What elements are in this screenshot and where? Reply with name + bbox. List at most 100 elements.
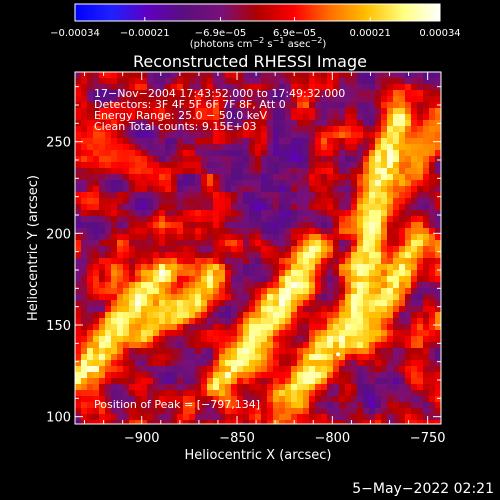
heatmap-cell bbox=[135, 168, 142, 175]
heatmap-cell bbox=[267, 204, 274, 211]
heatmap-cell bbox=[285, 138, 292, 145]
heatmap-cell bbox=[183, 150, 190, 157]
heatmap-cell bbox=[189, 294, 196, 301]
heatmap-cell bbox=[435, 174, 442, 181]
heatmap-cell bbox=[81, 402, 88, 409]
heatmap-cell bbox=[393, 396, 400, 403]
heatmap-cell bbox=[261, 234, 268, 241]
heatmap-cell bbox=[297, 114, 304, 121]
colorbar-tick-label: 0.00021 bbox=[350, 28, 391, 39]
heatmap-cell bbox=[183, 162, 190, 169]
heatmap-cell bbox=[105, 72, 112, 79]
heatmap-cell bbox=[249, 198, 256, 205]
heatmap-cell bbox=[165, 300, 172, 307]
heatmap-cell bbox=[177, 264, 184, 271]
heatmap-cell bbox=[165, 372, 172, 379]
heatmap-cell bbox=[189, 180, 196, 187]
heatmap-cell bbox=[345, 72, 352, 79]
heatmap-cell bbox=[129, 276, 136, 283]
heatmap-cell bbox=[363, 294, 370, 301]
heatmap-cell bbox=[327, 162, 334, 169]
heatmap-cell bbox=[237, 234, 244, 241]
heatmap-cell bbox=[153, 138, 160, 145]
heatmap-cell bbox=[165, 156, 172, 163]
heatmap-cell bbox=[207, 384, 214, 391]
heatmap-cell bbox=[279, 228, 286, 235]
heatmap-cell bbox=[117, 288, 124, 295]
heatmap-cell bbox=[423, 156, 430, 163]
heatmap-cell bbox=[285, 354, 292, 361]
heatmap-cell bbox=[117, 300, 124, 307]
heatmap-cell bbox=[207, 216, 214, 223]
heatmap-cell bbox=[351, 240, 358, 247]
heatmap-cell bbox=[81, 120, 88, 127]
heatmap-cell bbox=[315, 294, 322, 301]
heatmap-cell bbox=[213, 234, 220, 241]
heatmap-cell bbox=[267, 108, 274, 115]
heatmap-cell bbox=[87, 192, 94, 199]
heatmap-cell bbox=[213, 420, 220, 425]
heatmap-cell bbox=[417, 312, 424, 319]
heatmap-cell bbox=[249, 78, 256, 85]
heatmap-cell bbox=[249, 114, 256, 121]
heatmap-cell bbox=[405, 186, 412, 193]
heatmap-cell bbox=[147, 120, 154, 127]
heatmap-cell bbox=[399, 288, 406, 295]
heatmap-cell bbox=[417, 234, 424, 241]
heatmap-cell bbox=[183, 264, 190, 271]
heatmap-cell bbox=[147, 390, 154, 397]
heatmap-cell bbox=[261, 228, 268, 235]
heatmap-cell bbox=[165, 240, 172, 247]
heatmap-cell bbox=[351, 300, 358, 307]
heatmap-cell bbox=[285, 192, 292, 199]
heatmap-cell bbox=[249, 378, 256, 385]
heatmap-cell bbox=[135, 150, 142, 157]
heatmap-cell bbox=[249, 90, 256, 97]
heatmap-cell bbox=[339, 240, 346, 247]
heatmap-cell bbox=[279, 120, 286, 127]
heatmap-cell bbox=[129, 228, 136, 235]
heatmap-cell bbox=[381, 252, 388, 259]
heatmap-cell bbox=[165, 252, 172, 259]
heatmap-cell bbox=[291, 342, 298, 349]
heatmap-cell bbox=[165, 222, 172, 229]
heatmap-cell bbox=[111, 312, 118, 319]
heatmap-cell bbox=[225, 396, 232, 403]
heatmap-cell bbox=[369, 108, 376, 115]
heatmap-cell bbox=[423, 372, 430, 379]
heatmap-cell bbox=[165, 108, 172, 115]
heatmap-cell bbox=[429, 252, 436, 259]
heatmap-cell bbox=[129, 342, 136, 349]
heatmap-cell bbox=[147, 336, 154, 343]
heatmap-cell bbox=[159, 366, 166, 373]
heatmap-cell bbox=[321, 258, 328, 265]
heatmap-cell bbox=[297, 144, 304, 151]
heatmap-cell bbox=[243, 378, 250, 385]
heatmap-cell bbox=[141, 126, 148, 133]
heatmap-cell bbox=[345, 414, 352, 421]
heatmap-cell bbox=[423, 132, 430, 139]
heatmap-cell bbox=[303, 342, 310, 349]
heatmap-cell bbox=[159, 204, 166, 211]
heatmap-cell bbox=[225, 96, 232, 103]
heatmap-cell bbox=[381, 222, 388, 229]
heatmap-cell bbox=[129, 252, 136, 259]
heatmap-cell bbox=[207, 294, 214, 301]
heatmap-cell bbox=[435, 288, 442, 295]
heatmap-cell bbox=[417, 102, 424, 109]
heatmap-cell bbox=[207, 372, 214, 379]
heatmap-cell bbox=[189, 372, 196, 379]
heatmap-cell bbox=[423, 198, 430, 205]
heatmap-cell bbox=[237, 282, 244, 289]
heatmap-cell bbox=[285, 114, 292, 121]
heatmap-cell bbox=[237, 276, 244, 283]
heatmap-cell bbox=[129, 264, 136, 271]
heatmap-cell bbox=[369, 84, 376, 91]
heatmap-cell bbox=[219, 120, 226, 127]
heatmap-cell bbox=[93, 366, 100, 373]
heatmap-cell bbox=[87, 120, 94, 127]
heatmap-cell bbox=[183, 102, 190, 109]
heatmap-cell bbox=[147, 96, 154, 103]
heatmap-cell bbox=[315, 78, 322, 85]
heatmap-cell bbox=[177, 192, 184, 199]
